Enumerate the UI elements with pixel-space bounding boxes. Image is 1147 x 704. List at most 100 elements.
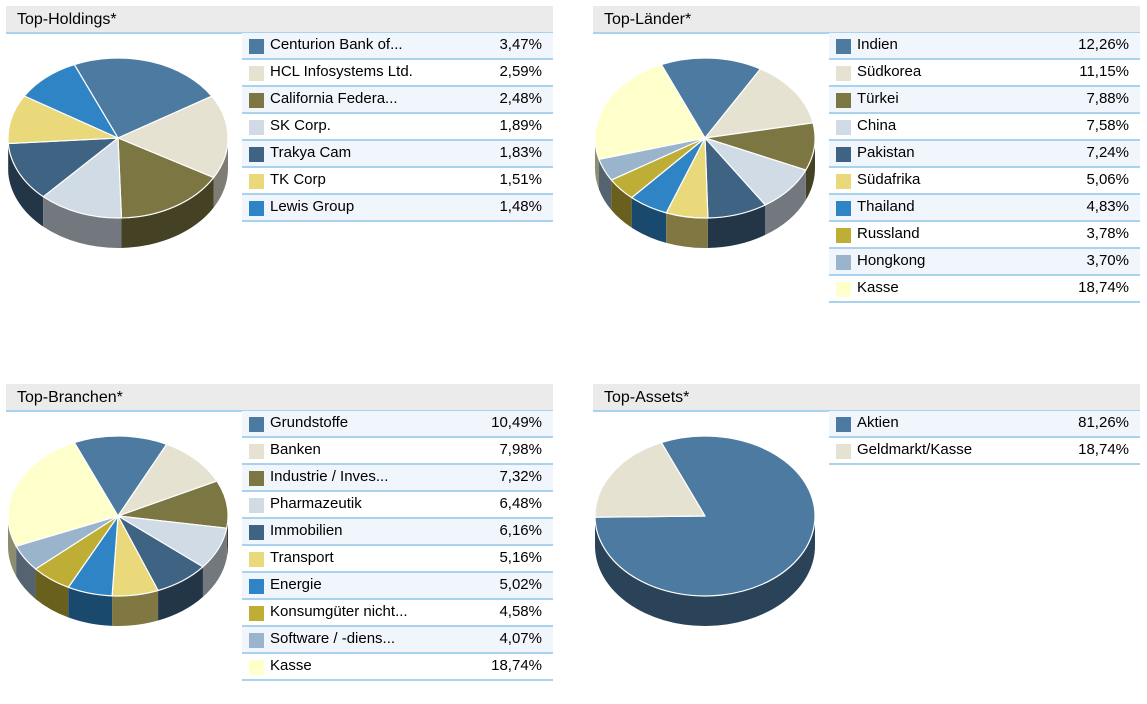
legend-value: 4,83% (1086, 198, 1129, 215)
pie-slice (117, 443, 218, 517)
pie-slice (7, 137, 119, 198)
legend-value: 2,48% (499, 90, 542, 107)
pie-slice-side (213, 138, 228, 208)
pie-slice (594, 441, 706, 518)
legend-row: Konsumgüter nicht... 4,58% (242, 600, 553, 627)
legend-value: 6,48% (499, 495, 542, 512)
legend-value: 18,74% (1078, 441, 1129, 458)
pie-slice-side (765, 170, 806, 235)
legend-value: 1,83% (499, 144, 542, 161)
legend-row: Transport 5,16% (242, 546, 553, 573)
legend-row: SK Corp. 1,89% (242, 114, 553, 141)
panel-header: Top-Branchen* (6, 384, 553, 412)
legend-value: 4,58% (499, 603, 542, 620)
pie-slice (23, 63, 119, 139)
legend-row: Kasse 18,74% (829, 276, 1140, 303)
pie-slice-side (121, 177, 214, 248)
legend-label: Software / -diens... (270, 630, 396, 647)
legend-swatch (249, 579, 264, 594)
legend-row: Energie 5,02% (242, 573, 553, 600)
pie-slice-side (112, 590, 159, 626)
legend-row: California Federa... 2,48% (242, 87, 553, 114)
panel-header: Top-Holdings* (6, 6, 553, 34)
legend-label: Immobilien (270, 522, 343, 539)
pie-chart (7, 435, 229, 626)
legend-table: Aktien 81,26% Geldmarkt/Kasse 18,74% (829, 411, 1140, 465)
legend-label: Thailand (857, 198, 915, 215)
pie-chart (594, 57, 816, 248)
legend-swatch (249, 498, 264, 513)
pie-slice-side (16, 546, 36, 599)
legend-row: Banken 7,98% (242, 438, 553, 465)
legend-label: Hongkong (857, 252, 926, 269)
legend-swatch (249, 93, 264, 108)
legend-label: Russland (857, 225, 920, 242)
legend-row: Aktien 81,26% (829, 411, 1140, 438)
legend-swatch (836, 282, 851, 297)
legend-swatch (249, 552, 264, 567)
legend-row: Lewis Group 1,48% (242, 195, 553, 222)
legend-row: Immobilien 6,16% (242, 519, 553, 546)
legend-swatch (836, 39, 851, 54)
legend-value: 3,78% (1086, 225, 1129, 242)
legend-label: TK Corp (270, 171, 326, 188)
pie-slice (73, 435, 168, 517)
legend-swatch (249, 606, 264, 621)
legend-row: Grundstoffe 10,49% (242, 411, 553, 438)
panel-title: Top-Branchen* (17, 389, 123, 406)
legend-value: 18,74% (1078, 279, 1129, 296)
legend-value: 7,88% (1086, 90, 1129, 107)
legend-label: Pakistan (857, 144, 915, 161)
legend-value: 4,07% (499, 630, 542, 647)
pie-slice (117, 137, 215, 219)
legend-label: Aktien (857, 414, 899, 431)
legend-value: 18,74% (491, 657, 542, 674)
panel-title: Top-Assets* (604, 389, 690, 406)
pie-slice-side (8, 143, 44, 227)
legend-label: Energie (270, 576, 322, 593)
legend-swatch (836, 417, 851, 432)
legend-label: Geldmarkt/Kasse (857, 441, 973, 458)
legend-label: Trakya Cam (270, 144, 352, 161)
legend-label: Industrie / Inves... (270, 468, 389, 485)
legend-value: 6,16% (499, 522, 542, 539)
legend-swatch (836, 201, 851, 216)
legend-row: Russland 3,78% (829, 222, 1140, 249)
legend-label: Kasse (857, 279, 899, 296)
legend-swatch (249, 120, 264, 135)
legend-value: 11,15% (1079, 63, 1129, 80)
legend-value: 3,70% (1086, 252, 1129, 269)
legend-row: Thailand 4,83% (829, 195, 1140, 222)
legend-row: Indien 12,26% (829, 33, 1140, 60)
pie-slice (660, 57, 762, 139)
pie-slice (73, 57, 213, 139)
legend-label: Transport (270, 549, 334, 566)
pie-chart (594, 435, 816, 626)
legend-label: California Federa... (270, 90, 398, 107)
legend-row: HCL Infosystems Ltd. 2,59% (242, 60, 553, 87)
legend-value: 5,16% (499, 549, 542, 566)
legend-value: 3,47% (499, 36, 542, 53)
pie-slice (704, 68, 814, 139)
legend-label: Südkorea (857, 63, 922, 80)
legend-swatch (836, 120, 851, 135)
legend-table: Indien 12,26% Südkorea 11,15% Türkei 7,88% Chi… (829, 33, 1140, 303)
pie-slice-side (8, 516, 17, 577)
pie-slice-side (666, 212, 708, 248)
legend-value: 5,02% (499, 576, 542, 593)
legend-row: Pakistan 7,24% (829, 141, 1140, 168)
pie-slice-side (595, 516, 815, 626)
legend-value: 1,89% (499, 117, 542, 134)
legend-value: 5,06% (1086, 171, 1129, 188)
legend-row: Südafrika 5,06% (829, 168, 1140, 195)
legend-row: Pharmazeutik 6,48% (242, 492, 553, 519)
legend-swatch (836, 255, 851, 270)
pie-slice-side (158, 566, 203, 621)
legend-value: 81,26% (1078, 414, 1129, 431)
legend-label: Pharmazeutik (270, 495, 362, 512)
legend-swatch (249, 444, 264, 459)
legend-row: China 7,58% (829, 114, 1140, 141)
pie-slice-side (226, 516, 228, 559)
legend-label: Südafrika (857, 171, 921, 188)
legend-swatch (249, 174, 264, 189)
